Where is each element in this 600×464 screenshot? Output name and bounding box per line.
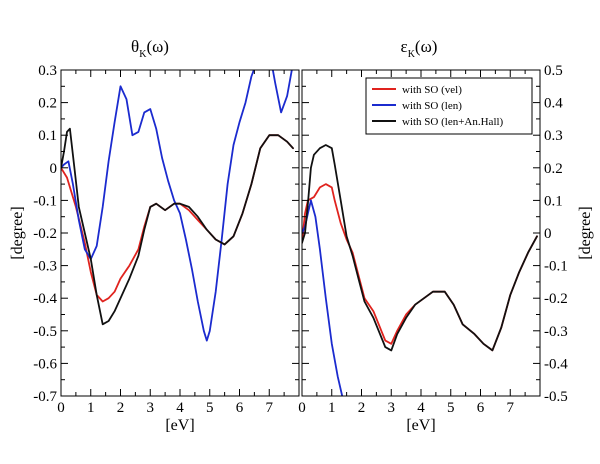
- theta-y-tick-label: -0.6: [33, 356, 57, 372]
- epsilon-y-tick-label: 0: [544, 226, 552, 242]
- theta-x-tick-label: 4: [176, 400, 184, 416]
- epsilon-y-tick-label: -0.4: [544, 356, 568, 372]
- epsilon-y-tick-label: 0.2: [544, 161, 563, 177]
- epsilon-series-group: [302, 144, 538, 396]
- epsilon-x-tick-label: 5: [447, 400, 455, 416]
- theta-series-group: [61, 70, 294, 342]
- theta-y-tick-label: -0.1: [33, 193, 57, 209]
- epsilon-x-tick-label: 0: [298, 400, 306, 416]
- theta-y-tick-label: 0.2: [38, 96, 57, 112]
- epsilon-y-tick-label: 0.1: [544, 193, 563, 209]
- theta-y-tick-label: 0.3: [38, 63, 57, 79]
- theta-panel: θK(ω) [eV] [degree] 0 1 2 3 4 5 6 7 -0.7 -0.6 -0.5…: [9, 37, 300, 434]
- theta-y-tick-label: -0.4: [33, 291, 57, 307]
- theta-x-tick-label: 6: [236, 400, 244, 416]
- theta-x-tick-label: 7: [266, 400, 274, 416]
- theta-y-tick-label: 0.1: [38, 128, 57, 144]
- theta-x-tick-label: 5: [206, 400, 214, 416]
- theta-x-tick-label: 0: [57, 400, 65, 416]
- epsilon-panel-title: εK(ω): [401, 37, 438, 60]
- theta-x-tick-label: 1: [87, 400, 95, 416]
- theta-series-line-1: [61, 70, 293, 342]
- theta-y-tick-label: -0.2: [33, 226, 57, 242]
- epsilon-x-tick-label: 6: [477, 400, 485, 416]
- epsilon-series-line-2: [302, 144, 538, 352]
- epsilon-panel: εK(ω) [eV] [degree] 0 1 2 3 4 5 6 7 -0.5 -0.4 -0.3…: [298, 37, 594, 434]
- epsilon-x-tick-label: 2: [358, 400, 366, 416]
- theta-x-tick-label: 3: [147, 400, 155, 416]
- legend-label: with SO (vel): [402, 84, 462, 96]
- epsilon-y-tick-label: -0.1: [544, 259, 568, 275]
- epsilon-axes: 0 1 2 3 4 5 6 7 -0.5 -0.4 -0.3 -0.2 -0.1 0 0.1 0.2 0.3 0.…: [298, 63, 568, 416]
- epsilon-y-tick-label: -0.3: [544, 324, 568, 340]
- legend: with SO (vel) with SO (len) with SO (len+A…: [365, 77, 533, 135]
- epsilon-x-tick-label: 4: [417, 400, 425, 416]
- theta-y-tick-label: 0: [50, 161, 58, 177]
- legend-label: with SO (len): [402, 100, 462, 112]
- epsilon-x-tick-label: 3: [388, 400, 396, 416]
- epsilon-y-tick-label: -0.2: [544, 291, 568, 307]
- theta-y-tick-label: -0.7: [33, 389, 57, 405]
- theta-series-line-2: [61, 127, 294, 326]
- epsilon-y-tick-label: 0.3: [544, 128, 563, 144]
- epsilon-x-tick-label: 7: [507, 400, 515, 416]
- epsilon-y-axis-label: [degree]: [577, 206, 594, 259]
- epsilon-y-tick-label: 0.5: [544, 63, 563, 79]
- theta-x-axis-label: [eV]: [165, 417, 194, 434]
- legend-label: with SO (len+An.Hall): [402, 116, 504, 128]
- theta-y-tick-label: -0.5: [33, 324, 57, 340]
- theta-y-axis-label: [degree]: [9, 206, 26, 259]
- epsilon-x-tick-label: 1: [328, 400, 336, 416]
- theta-y-tick-label: -0.3: [33, 259, 57, 275]
- theta-x-tick-label: 2: [117, 400, 125, 416]
- theta-axes: 0 1 2 3 4 5 6 7 -0.7 -0.6 -0.5 -0.4 -0.3 -0.2 -0.1 0 0.1…: [33, 63, 300, 416]
- epsilon-y-tick-label: 0.4: [544, 96, 563, 112]
- epsilon-y-tick-label: -0.5: [544, 389, 568, 405]
- epsilon-x-axis-label: [eV]: [406, 417, 435, 434]
- theta-panel-title: θK(ω): [131, 37, 169, 60]
